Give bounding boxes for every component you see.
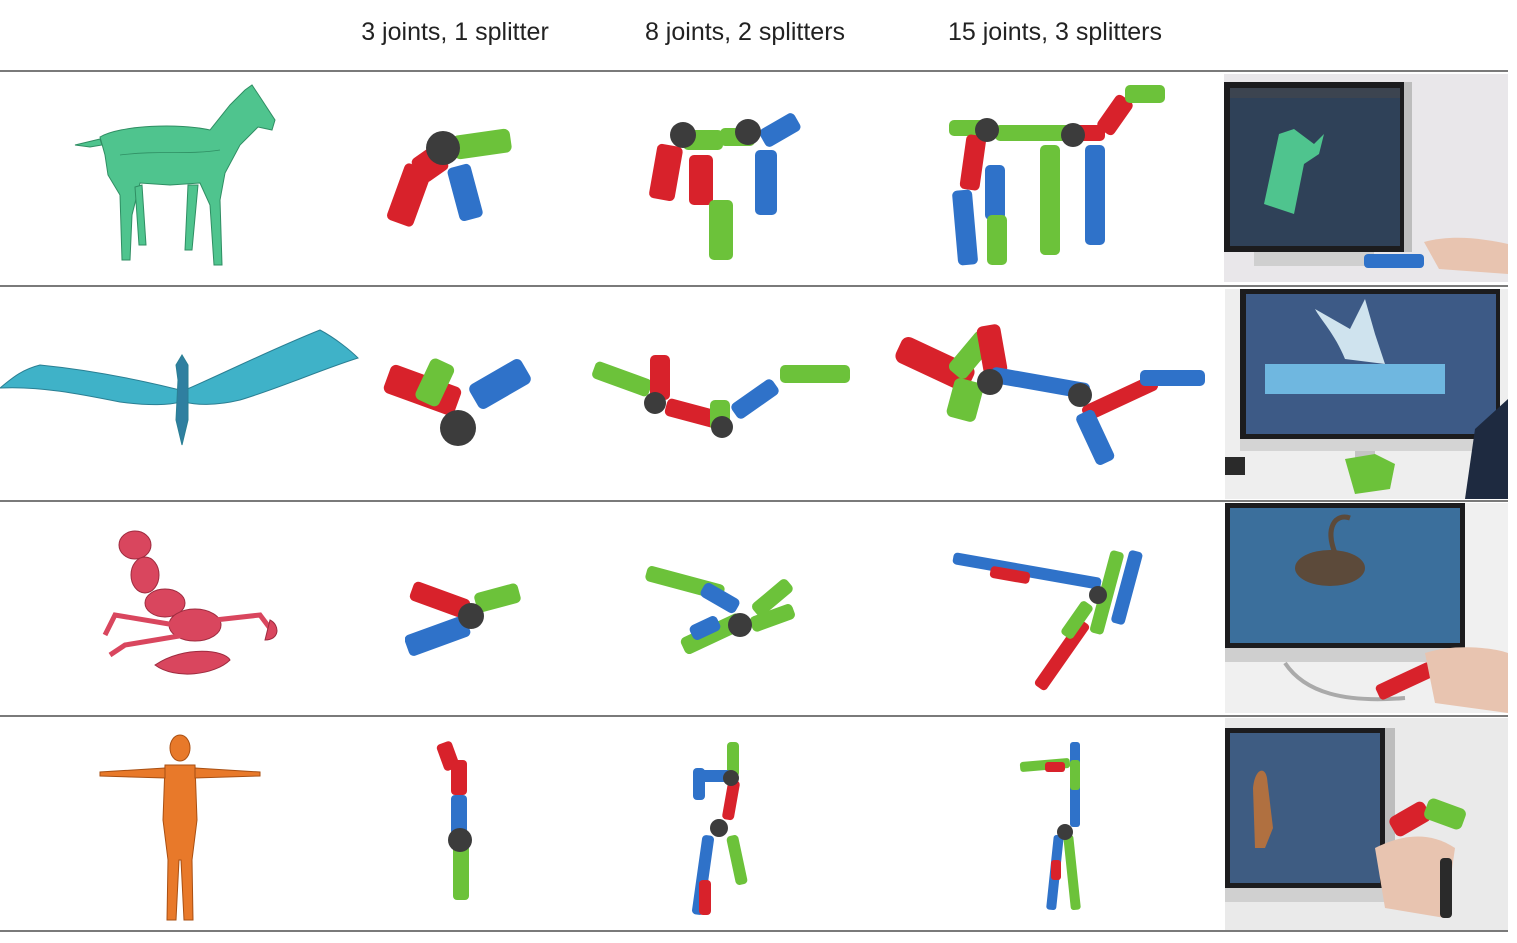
rule-top: [0, 70, 1508, 72]
horse-15-joint-device: [945, 85, 1170, 270]
horse-8-joint-device: [645, 100, 845, 265]
rule-bottom: [0, 930, 1508, 932]
horse-3-joint-device: [385, 110, 530, 235]
dragon-8-joint-device: [590, 345, 860, 450]
header-8-joints: 8 joints, 2 splitters: [644, 18, 846, 46]
scorpion-photo: [1225, 503, 1508, 713]
dragon-photo: [1225, 289, 1508, 499]
dragon-3-joint-device: [380, 350, 535, 450]
rule-3: [0, 715, 1508, 717]
dragon-model-image: [0, 310, 360, 460]
horse-model-image: [60, 75, 300, 280]
dragon-15-joint-device: [890, 320, 1210, 470]
scorpion-model-image: [95, 525, 285, 685]
scorpion-15-joint-device: [950, 545, 1150, 695]
rule-1: [0, 285, 1508, 287]
human-model-image: [95, 730, 265, 925]
rule-2: [0, 500, 1508, 502]
header-3-joints: 3 joints, 1 splitter: [361, 18, 549, 46]
human-8-joint-device: [685, 740, 765, 920]
human-15-joint-device: [1015, 740, 1090, 915]
human-photo: [1225, 718, 1508, 930]
horse-photo: [1224, 74, 1508, 282]
human-3-joint-device: [425, 740, 495, 910]
header-15-joints: 15 joints, 3 splitters: [948, 18, 1162, 46]
scorpion-8-joint-device: [640, 565, 800, 670]
scorpion-3-joint-device: [405, 580, 525, 660]
